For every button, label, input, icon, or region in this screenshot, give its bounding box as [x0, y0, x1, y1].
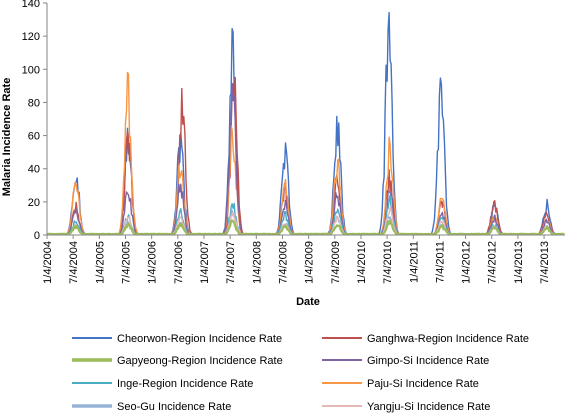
legend-label: Paju-Si Incidence Rate: [367, 378, 479, 390]
x-tick-label: 7/4/2011: [434, 241, 446, 283]
y-tick-label: 60: [28, 131, 40, 143]
x-tick-label: 1/4/2011: [408, 241, 420, 283]
x-axis: 1/4/2004 7/4/2004 1/4/2005 7/4/2005 1/4/2006…: [42, 234, 565, 284]
x-tick-label: 1/4/2007: [199, 241, 211, 284]
y-tick-label: 0: [34, 230, 40, 242]
x-tick-label: 1/4/2010: [356, 241, 368, 284]
x-tick-label: 7/4/2006: [173, 241, 185, 284]
legend-label: Gapyeong-Region Incidence Rate: [117, 355, 283, 367]
y-tick-label: 80: [28, 97, 40, 109]
x-tick-label: 7/4/2012: [487, 241, 499, 284]
legend-label: Seo-Gu Incidence Rate: [117, 401, 231, 413]
x-tick-label: 7/4/2010: [382, 241, 394, 284]
legend-label: Yangju-Si Incidence Rate: [367, 401, 490, 413]
legend: Cheorwon-Region Incidence Rate Ganghwa-Re…: [72, 333, 529, 413]
y-tick-label: 20: [28, 197, 40, 209]
x-tick-label: 7/4/2005: [120, 241, 132, 284]
x-tick-label: 7/4/2007: [225, 241, 237, 284]
x-tick-label: 7/4/2008: [277, 241, 289, 284]
x-tick-label: 1/4/2013: [513, 241, 525, 284]
y-tick-label: 40: [28, 164, 40, 176]
legend-label: Inge-Region Incidence Rate: [117, 378, 253, 390]
legend-label: Ganghwa-Region Incidence Rate: [367, 333, 529, 345]
series-line: [46, 219, 565, 236]
legend-label: Gimpo-Si Incidence Rate: [367, 355, 489, 367]
legend-label: Cheorwon-Region Incidence Rate: [117, 333, 282, 345]
y-axis-title: Malaria Incidence Rate: [1, 78, 13, 197]
plot-area: [46, 11, 565, 236]
x-tick-label: 1/4/2012: [461, 241, 473, 284]
x-tick-label: 1/4/2005: [94, 241, 106, 284]
x-tick-label: 1/4/2004: [42, 241, 54, 284]
x-tick-label: 7/4/2009: [330, 241, 342, 284]
y-axis: 0 20 40 60 80 100 120 140: [22, 0, 48, 242]
y-tick-label: 120: [22, 31, 40, 43]
y-tick-label: 140: [22, 0, 40, 10]
x-tick-label: 7/4/2013: [539, 241, 551, 284]
x-tick-label: 1/4/2009: [304, 241, 316, 284]
x-tick-label: 1/4/2006: [147, 241, 159, 284]
x-tick-label: 1/4/2008: [251, 241, 263, 284]
x-axis-title: Date: [296, 296, 320, 308]
y-tick-label: 100: [22, 64, 40, 76]
x-tick-label: 7/4/2004: [68, 241, 80, 284]
